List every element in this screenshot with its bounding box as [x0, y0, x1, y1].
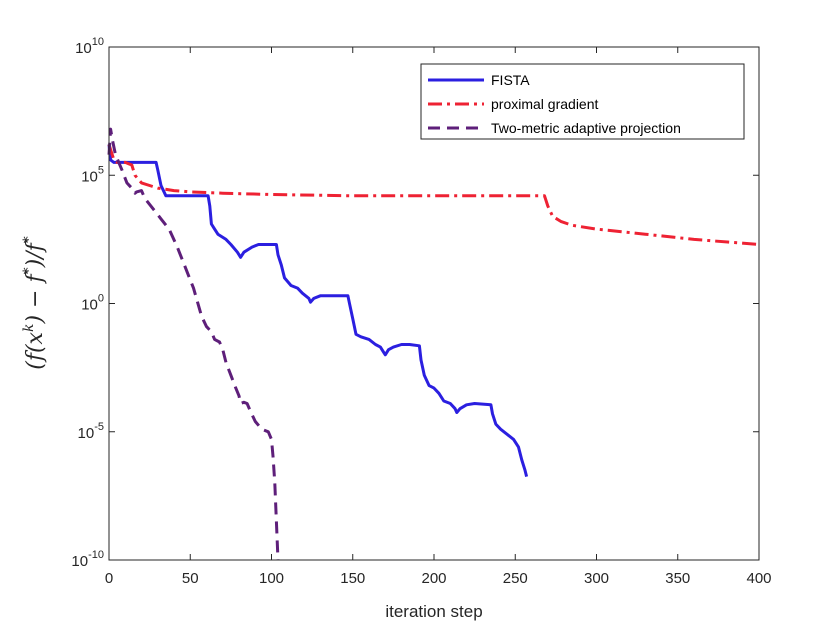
- svg-text:(f(xk) − f*)/f*: (f(xk) − f*)/f*: [21, 236, 48, 370]
- legend: FISTA proximal gradient Two-metric adaptiv…: [420, 63, 745, 140]
- y-tick-label: 10-10: [71, 549, 104, 570]
- y-tick-label: 1010: [75, 36, 104, 57]
- legend-label: proximal gradient: [491, 96, 598, 112]
- x-tick-label: 100: [259, 570, 284, 587]
- legend-label: Two-metric adaptive projection: [491, 120, 681, 136]
- x-tick-label: 400: [746, 570, 771, 587]
- x-axis: 0 50 100 150 200 250 300 350 400: [105, 47, 772, 587]
- x-tick-label: 350: [665, 570, 690, 587]
- series-layer: [107, 127, 760, 561]
- legend-items: FISTA proximal gradient Two-metric adaptiv…: [428, 72, 681, 136]
- x-axis-label: iteration step: [385, 602, 482, 621]
- series-line-1: [107, 144, 529, 477]
- y-axis: 10-10 10-5 100 105 1010: [71, 36, 759, 570]
- y-tick-label: 10-5: [78, 421, 104, 442]
- y-tick-label: 100: [81, 293, 104, 314]
- x-tick-label: 0: [105, 570, 113, 587]
- y-tick-label: 105: [81, 164, 104, 185]
- x-tick-label: 250: [503, 570, 528, 587]
- x-tick-label: 300: [584, 570, 609, 587]
- series-line-2: [107, 144, 760, 246]
- legend-label: FISTA: [491, 72, 530, 88]
- x-tick-label: 50: [182, 570, 199, 587]
- y-axis-label: (f(xk) − f*)/f*: [21, 236, 48, 370]
- x-tick-label: 150: [340, 570, 365, 587]
- x-tick-label: 200: [421, 570, 446, 587]
